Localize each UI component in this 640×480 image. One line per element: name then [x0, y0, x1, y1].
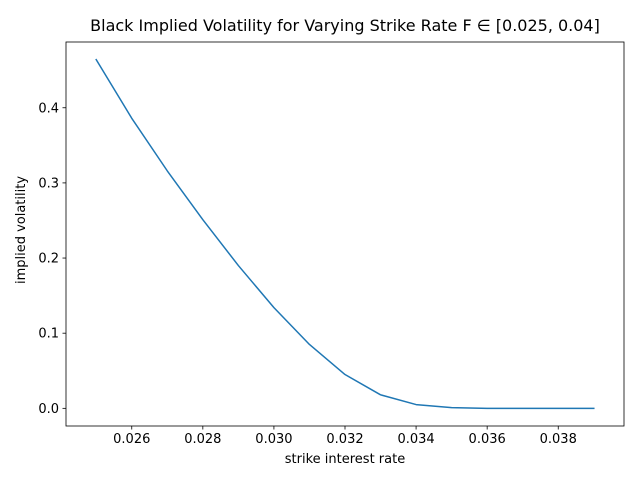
x-tick-label: 0.030 [255, 432, 292, 447]
series-line-0 [95, 58, 595, 410]
y-axis: 0.0 0.1 0.2 0.3 0.4 [38, 101, 66, 417]
plot-frame [65, 41, 625, 427]
chart-title: Black Implied Volatility for Varying Str… [90, 16, 600, 35]
x-tick-label: 0.034 [397, 432, 434, 447]
x-tick-label: 0.026 [113, 432, 150, 447]
x-tick-label: 0.028 [184, 432, 221, 447]
y-tick-label: 0.4 [38, 101, 59, 116]
y-tick-label: 0.2 [38, 252, 59, 267]
y-tick-label: 0.0 [38, 402, 59, 417]
x-axis: 0.026 0.028 0.030 0.032 0.034 0.036 0.038 [113, 426, 577, 447]
x-axis-label: strike interest rate [285, 452, 405, 467]
y-tick-label: 0.3 [38, 176, 59, 191]
x-tick-label: 0.036 [469, 432, 506, 447]
x-tick-label: 0.038 [540, 432, 577, 447]
x-tick-label: 0.032 [326, 432, 363, 447]
y-tick-label: 0.1 [38, 327, 59, 342]
plot-area [65, 41, 625, 427]
y-axis-label: implied volatility [14, 176, 29, 284]
